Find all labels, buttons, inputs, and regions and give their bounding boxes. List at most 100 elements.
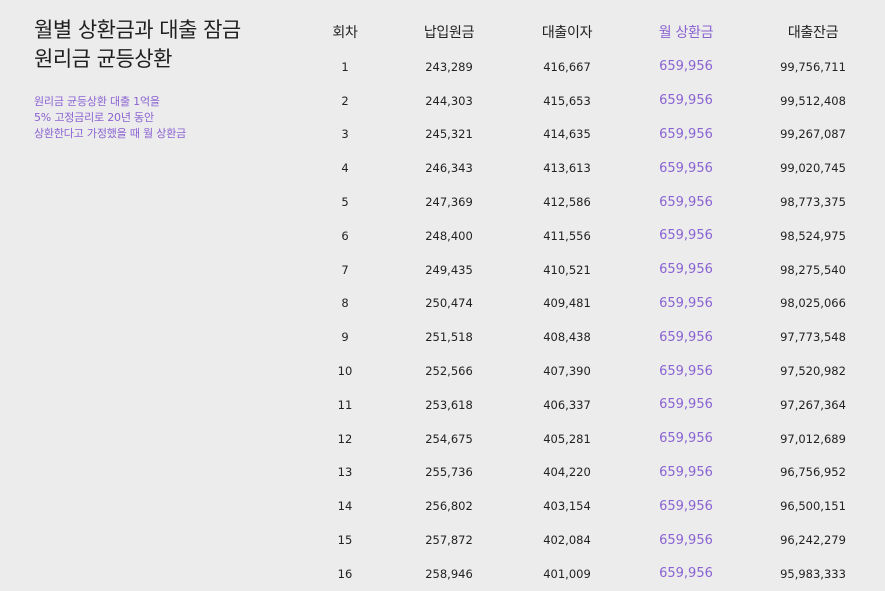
cell-monthly-payment: 659,956 — [659, 228, 713, 244]
cell-monthly-payment: 659,956 — [659, 532, 713, 548]
header-balance: 대출잔금 — [787, 25, 839, 41]
table-header-row: 회차 납입원금 대출이자 월 상환금 대출잔금 — [300, 14, 880, 50]
cell-interest: 403,154 — [543, 499, 591, 514]
cell-balance: 99,020,745 — [780, 161, 846, 176]
table-row: 9 251,518 408,438 659,956 97,773,548 — [300, 320, 880, 354]
cell-balance: 95,983,333 — [780, 566, 846, 581]
cell-interest: 407,390 — [543, 364, 591, 379]
header-monthly-payment: 월 상환금 — [658, 25, 714, 41]
cell-monthly-payment: 659,956 — [659, 59, 713, 75]
cell-interest: 416,667 — [543, 59, 591, 74]
cell-principal: 247,369 — [425, 195, 473, 210]
cell-principal: 256,802 — [425, 499, 473, 514]
table-row: 3 245,321 414,635 659,956 99,267,087 — [300, 118, 880, 152]
subtitle-line: 상환한다고 가정했을 때 월 상환금 — [34, 127, 187, 140]
cell-installment: 11 — [337, 397, 353, 412]
table-row: 14 256,802 403,154 659,956 96,500,151 — [300, 489, 880, 523]
cell-installment: 5 — [341, 195, 349, 210]
cell-interest: 410,521 — [543, 262, 591, 277]
header-installment: 회차 — [332, 25, 358, 41]
cell-monthly-payment: 659,956 — [659, 295, 713, 311]
page-subtitle: 원리금 균등상환 대출 1억을 5% 고정금리로 20년 동안 상환한다고 가정… — [34, 94, 314, 142]
cell-balance: 97,520,982 — [780, 364, 846, 379]
table-row: 6 248,400 411,556 659,956 98,524,975 — [300, 219, 880, 253]
cell-installment: 14 — [337, 499, 353, 514]
page-title: 월별 상환금과 대출 잠금 원리금 균등상환 — [34, 16, 314, 74]
table-row: 15 257,872 402,084 659,956 96,242,279 — [300, 523, 880, 557]
cell-interest: 415,653 — [543, 93, 591, 108]
cell-interest: 414,635 — [543, 127, 591, 142]
cell-principal: 252,566 — [425, 364, 473, 379]
cell-principal: 254,675 — [425, 431, 473, 446]
cell-balance: 97,012,689 — [780, 431, 846, 446]
cell-balance: 96,500,151 — [780, 499, 846, 514]
cell-installment: 12 — [337, 431, 353, 446]
cell-monthly-payment: 659,956 — [659, 160, 713, 176]
cell-principal: 245,321 — [425, 127, 473, 142]
cell-interest: 411,556 — [543, 228, 591, 243]
table-body: 1 243,289 416,667 659,956 99,756,711 2 244,303… — [300, 50, 880, 591]
cell-principal: 250,474 — [425, 296, 473, 311]
cell-installment: 10 — [337, 364, 353, 379]
cell-installment: 1 — [341, 59, 349, 74]
cell-interest: 413,613 — [543, 161, 591, 176]
repayment-table: 회차 납입원금 대출이자 월 상환금 대출잔금 1 243,289 416,667 6… — [300, 14, 880, 591]
cell-installment: 2 — [341, 93, 349, 108]
cell-balance: 98,025,066 — [780, 296, 846, 311]
cell-interest: 412,586 — [543, 195, 591, 210]
info-panel: 월별 상환금과 대출 잠금 원리금 균등상환 원리금 균등상환 대출 1억을 5… — [34, 16, 314, 142]
cell-principal: 246,343 — [425, 161, 473, 176]
cell-balance: 98,524,975 — [780, 228, 846, 243]
cell-monthly-payment: 659,956 — [659, 194, 713, 210]
header-interest: 대출이자 — [541, 25, 593, 41]
cell-installment: 7 — [341, 262, 349, 277]
subtitle-line: 원리금 균등상환 대출 1억을 — [34, 95, 160, 108]
header-principal: 납입원금 — [423, 25, 475, 41]
cell-monthly-payment: 659,956 — [659, 431, 713, 447]
table-row: 5 247,369 412,586 659,956 98,773,375 — [300, 185, 880, 219]
cell-interest: 406,337 — [543, 397, 591, 412]
table-row: 4 246,343 413,613 659,956 99,020,745 — [300, 151, 880, 185]
table-row: 1 243,289 416,667 659,956 99,756,711 — [300, 50, 880, 84]
cell-balance: 96,756,952 — [780, 465, 846, 480]
cell-installment: 6 — [341, 228, 349, 243]
cell-installment: 9 — [341, 330, 349, 345]
cell-principal: 253,618 — [425, 397, 473, 412]
cell-principal: 251,518 — [425, 330, 473, 345]
table-row: 16 258,946 401,009 659,956 95,983,333 — [300, 557, 880, 591]
cell-principal: 248,400 — [425, 228, 473, 243]
cell-balance: 99,756,711 — [780, 59, 846, 74]
table-row: 8 250,474 409,481 659,956 98,025,066 — [300, 287, 880, 321]
cell-monthly-payment: 659,956 — [659, 363, 713, 379]
cell-monthly-payment: 659,956 — [659, 464, 713, 480]
cell-monthly-payment: 659,956 — [659, 126, 713, 142]
cell-monthly-payment: 659,956 — [659, 262, 713, 278]
cell-principal: 257,872 — [425, 533, 473, 548]
cell-principal: 243,289 — [425, 59, 473, 74]
cell-installment: 4 — [341, 161, 349, 176]
cell-interest: 402,084 — [543, 533, 591, 548]
cell-balance: 97,267,364 — [780, 397, 846, 412]
table-row: 11 253,618 406,337 659,956 97,267,364 — [300, 388, 880, 422]
cell-balance: 98,773,375 — [780, 195, 846, 210]
cell-interest: 401,009 — [543, 566, 591, 581]
table-row: 7 249,435 410,521 659,956 98,275,540 — [300, 253, 880, 287]
cell-balance: 99,512,408 — [780, 93, 846, 108]
cell-interest: 408,438 — [543, 330, 591, 345]
cell-installment: 15 — [337, 533, 353, 548]
cell-monthly-payment: 659,956 — [659, 93, 713, 109]
cell-balance: 96,242,279 — [780, 533, 846, 548]
cell-monthly-payment: 659,956 — [659, 498, 713, 514]
cell-monthly-payment: 659,956 — [659, 566, 713, 582]
cell-installment: 16 — [337, 566, 353, 581]
table-row: 2 244,303 415,653 659,956 99,512,408 — [300, 84, 880, 118]
cell-monthly-payment: 659,956 — [659, 397, 713, 413]
table-row: 13 255,736 404,220 659,956 96,756,952 — [300, 456, 880, 490]
title-line: 원리금 균등상환 — [34, 47, 172, 71]
cell-installment: 3 — [341, 127, 349, 142]
title-line: 월별 상환금과 대출 잠금 — [34, 18, 241, 42]
subtitle-line: 5% 고정금리로 20년 동안 — [34, 111, 154, 124]
cell-interest: 404,220 — [543, 465, 591, 480]
cell-interest: 405,281 — [543, 431, 591, 446]
cell-installment: 13 — [337, 465, 353, 480]
